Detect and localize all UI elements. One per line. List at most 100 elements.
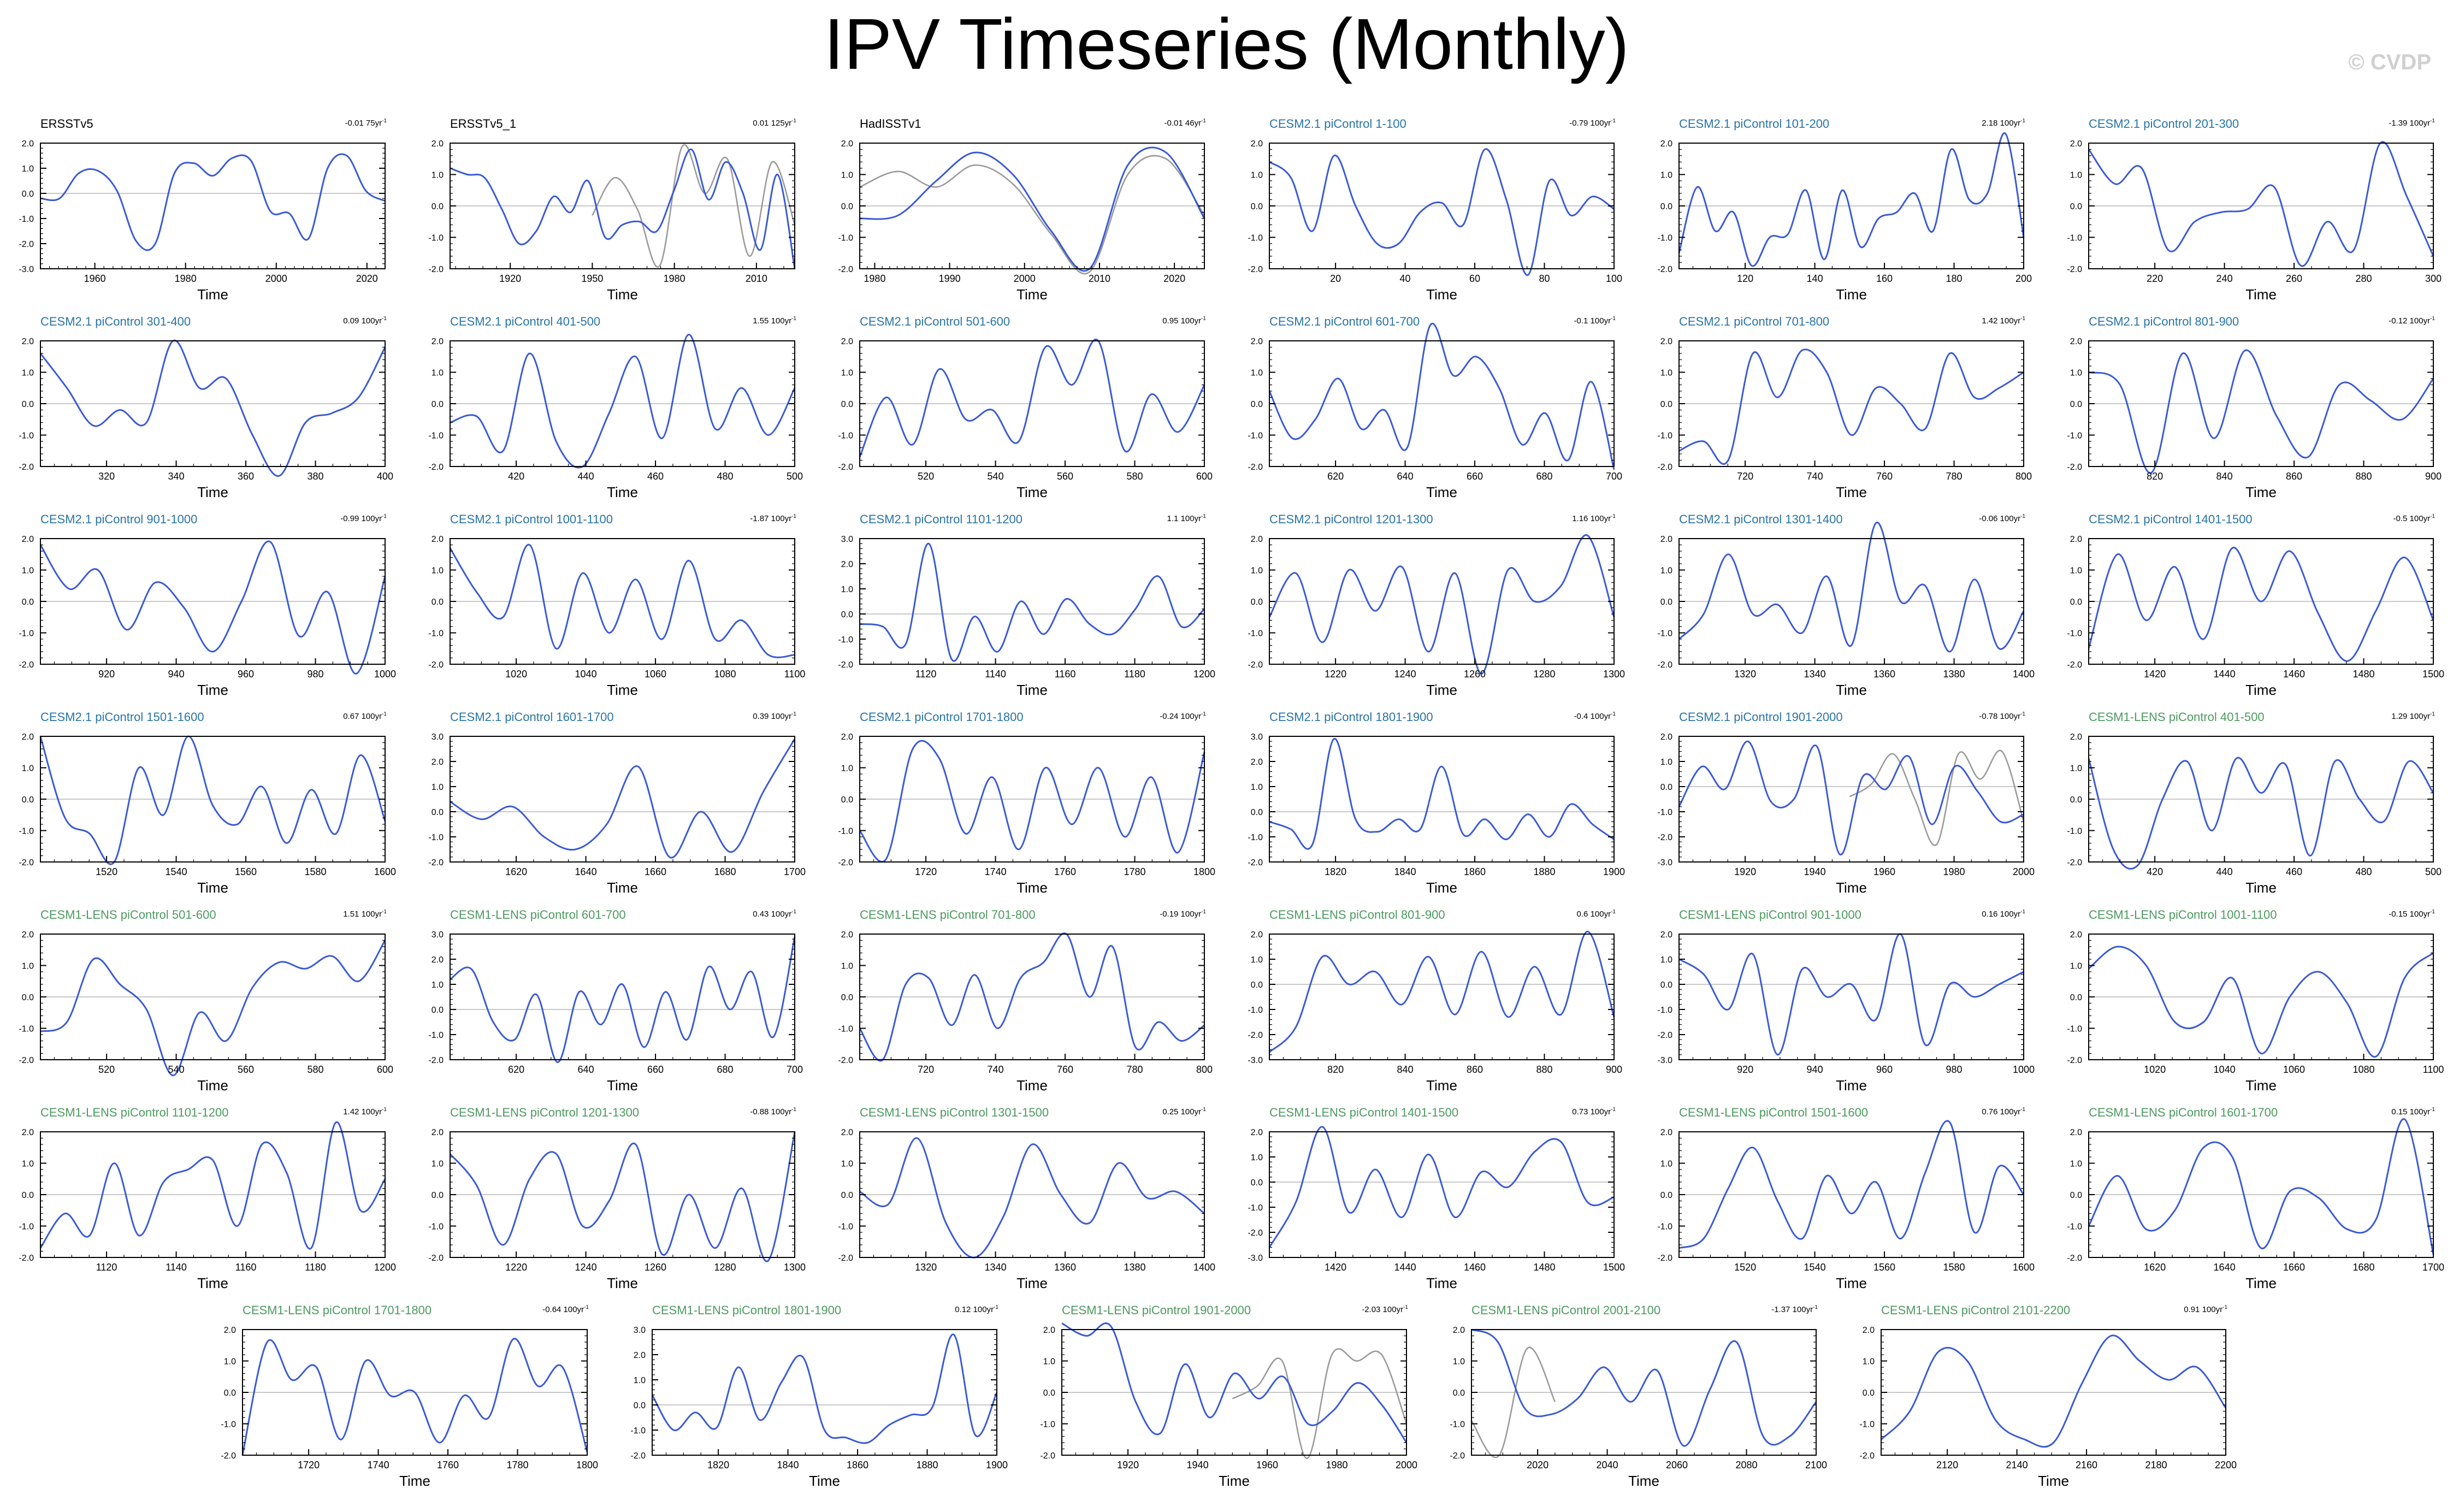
x-axis-label: Time <box>607 286 638 303</box>
y-tick-label: -2.0 <box>1657 660 1672 670</box>
panel-title: CESM1-LENS piControl 401-500 <box>2089 710 2265 724</box>
x-tick-label: 1480 <box>2353 669 2375 680</box>
panel-trend: -0.01 75yr-1 <box>345 118 387 128</box>
y-tick-label: -1.0 <box>1657 629 1672 639</box>
y-tick-label: 2.0 <box>432 139 444 149</box>
timeseries-panel: CESM2.1 piControl 1101-1200 1.1 100yr-1 11… <box>819 510 1215 701</box>
y-tick-label: 2.0 <box>1251 930 1263 940</box>
x-tick-label: 460 <box>647 471 664 482</box>
y-tick-label: 1.0 <box>841 171 853 180</box>
x-tick-label: 320 <box>98 471 115 482</box>
x-tick-label: 120 <box>1737 273 1753 284</box>
x-tick-label: 1560 <box>235 866 257 877</box>
y-tick-label: 2.0 <box>1660 930 1672 940</box>
x-tick-label: 980 <box>1946 1064 1963 1075</box>
x-tick-label: 520 <box>98 1064 115 1075</box>
y-tick-label: 2.0 <box>1251 337 1263 346</box>
y-tick-label: 2.0 <box>22 535 34 544</box>
panel-trend: 0.01 125yr-1 <box>753 118 796 128</box>
x-tick-label: 1040 <box>2214 1064 2236 1075</box>
trend-value: -0.5 100yr <box>2393 514 2431 523</box>
trend-value: 0.15 100yr <box>2391 1107 2431 1117</box>
panel-plot: 20 40 60 80 100 2.0 1.0 0.0 -1.0 -2.0 Time <box>1248 139 1622 303</box>
y-tick-label: 0.0 <box>22 190 34 199</box>
main-series-line <box>450 149 796 269</box>
y-tick-label: 1.0 <box>1453 1357 1465 1367</box>
x-axis-label: Time <box>607 879 638 896</box>
y-tick-label: -1.0 <box>1248 629 1263 639</box>
main-series-line <box>450 334 796 469</box>
panel-title: CESM1-LENS piControl 901-1000 <box>1679 908 1861 922</box>
x-tick-label: 1980 <box>1943 866 1965 877</box>
y-tick-label: -3.0 <box>1657 1056 1672 1065</box>
y-tick-label: 1.0 <box>634 1376 646 1385</box>
y-tick-label: 0.0 <box>841 993 853 1002</box>
y-tick-label: -1.0 <box>838 234 853 243</box>
x-tick-label: 2100 <box>1805 1460 1827 1470</box>
panel-plot: 520 540 560 580 600 2.0 1.0 0.0 -1.0 -2.0 Time <box>19 930 393 1094</box>
x-tick-label: 880 <box>1536 1064 1553 1075</box>
y-tick-label: 0.0 <box>1660 783 1672 792</box>
trend-exponent: -1 <box>791 316 796 322</box>
x-tick-label: 80 <box>1539 273 1550 284</box>
x-axis-label: Time <box>2245 286 2277 303</box>
y-tick-label: -2.0 <box>19 858 34 867</box>
y-tick-label: 2.0 <box>2070 337 2082 346</box>
panel-plot: 320 340 360 380 400 2.0 1.0 0.0 -1.0 -2.0 Time <box>19 337 393 500</box>
panel-trend: 1.55 100yr-1 <box>753 316 796 326</box>
x-tick-label: 2010 <box>1089 273 1110 284</box>
main-series-line <box>2088 141 2434 267</box>
panel-title: CESM2.1 piControl 1601-1700 <box>450 710 614 724</box>
trend-exponent: -1 <box>1611 316 1616 322</box>
timeseries-panel: HadISSTv1 -0.01 46yr-1 1980 1990 2000 2010 202… <box>819 115 1213 306</box>
y-tick-label: -2.0 <box>838 265 853 274</box>
x-tick-label: 2160 <box>2076 1460 2097 1470</box>
y-tick-label: -3.0 <box>1657 858 1672 867</box>
timeseries-panel: CESM1-LENS piControl 2001-2100 -1.37 100y… <box>1431 1301 1827 1492</box>
trend-value: -0.12 100yr <box>2389 316 2431 326</box>
timeseries-panel: CESM2.1 piControl 401-500 1.55 100yr-1 420… <box>410 312 803 504</box>
y-tick-label: 2.0 <box>1251 1128 1263 1137</box>
x-tick-label: 1600 <box>2013 1262 2035 1273</box>
plot-frame <box>1269 736 1615 863</box>
x-tick-label: 340 <box>168 471 185 482</box>
panel-title: CESM1-LENS piControl 1501-1600 <box>1679 1106 1869 1119</box>
y-tick-label: -2.0 <box>1657 833 1672 842</box>
plot-frame <box>450 934 795 1060</box>
x-tick-label: 1780 <box>1124 866 1146 877</box>
y-tick-label: 1.0 <box>1251 566 1263 576</box>
panel-trend: 0.95 100yr-1 <box>1162 316 1206 326</box>
plot-frame <box>652 1329 997 1456</box>
panel-plot: 1120 1140 1160 1180 1200 3.0 2.0 1.0 0.0 -1.0 -2.0… <box>838 535 1215 698</box>
panel-title: CESM2.1 piControl 701-800 <box>1679 315 1830 328</box>
trend-value: -2.03 100yr <box>1362 1305 1404 1314</box>
y-tick-label: -2.0 <box>838 1056 853 1065</box>
plot-frame <box>1678 736 2024 863</box>
main-series-line <box>1678 132 2025 267</box>
timeseries-panel: ERSSTv5 -0.01 75yr-1 1960 1980 2000 2020 2.0 1.… <box>0 115 393 306</box>
panel-trend: 0.6 100yr-1 <box>1577 909 1616 919</box>
y-tick-label: -1.0 <box>2067 1222 2082 1232</box>
x-tick-label: 420 <box>508 471 524 482</box>
y-tick-label: 1.0 <box>841 369 853 378</box>
panel-title: CESM2.1 piControl 101-200 <box>1679 117 1830 131</box>
trend-value: 1.55 100yr <box>753 316 792 326</box>
y-tick-label: 1.0 <box>1660 758 1672 767</box>
timeseries-panel: CESM2.1 piControl 1301-1400 -0.06 100yr-1… <box>1639 510 2035 701</box>
trend-exponent: -1 <box>1611 513 1616 519</box>
panel-title: ERSSTv5_1 <box>450 117 517 131</box>
y-tick-label: -2.0 <box>428 265 444 274</box>
main-series-line <box>449 1131 796 1262</box>
y-tick-label: -3.0 <box>1248 1056 1263 1065</box>
trend-exponent: -1 <box>2020 316 2025 322</box>
trend-value: 0.76 100yr <box>1982 1107 2021 1117</box>
main-series-line <box>39 339 386 477</box>
panel-title: CESM1-LENS piControl 1001-1100 <box>2089 908 2277 922</box>
panel-trend: 1.42 100yr-1 <box>1982 316 2025 326</box>
panel-trend: -0.19 100yr-1 <box>1160 909 1206 919</box>
x-tick-label: 1400 <box>2013 669 2035 680</box>
panel-trend: 0.15 100yr-1 <box>2391 1107 2435 1117</box>
panel-trend: 1.29 100yr-1 <box>2391 711 2435 721</box>
timeseries-panel: CESM2.1 piControl 501-600 0.95 100yr-1 520… <box>819 312 1213 504</box>
y-tick-label: -2.0 <box>838 1254 853 1263</box>
